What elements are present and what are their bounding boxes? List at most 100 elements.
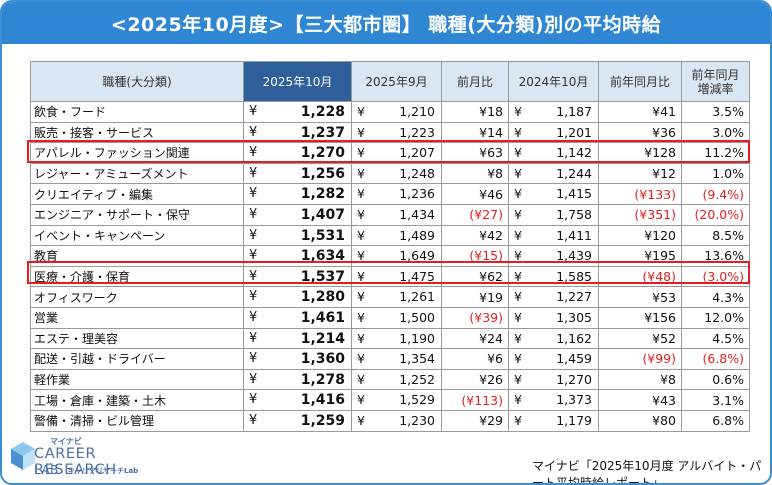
- sep2025-cell: ¥1,529: [351, 389, 442, 411]
- oct2025-cell-value: 1,278: [300, 371, 345, 388]
- yen-symbol: ¥: [249, 145, 258, 161]
- yen-symbol: ¥: [249, 392, 258, 408]
- col-header-yoy: 前年同月比: [598, 61, 682, 102]
- yoy-cell: ¥43: [598, 389, 682, 411]
- yen-symbol: ¥: [514, 268, 522, 284]
- yen-symbol: ¥: [357, 268, 365, 284]
- sep2025-cell: ¥1,475: [351, 265, 442, 288]
- table-row: 飲食・フード ¥1,228 ¥1,210 ¥18 ¥1,187 ¥41 3.5%: [30, 101, 750, 123]
- oct2025-cell-value: 1,360: [300, 351, 345, 368]
- oct2024-cell-value: 1,270: [556, 371, 592, 387]
- category-cell: アパレル・ファッション関連: [30, 142, 244, 164]
- yen-symbol: ¥: [357, 186, 365, 202]
- yen-symbol: ¥: [357, 124, 365, 140]
- oct2025-cell: ¥1,256: [243, 162, 352, 185]
- oct2024-cell: ¥1,201: [508, 121, 599, 144]
- oct2025-cell: ¥1,278: [243, 368, 352, 391]
- col-header-sep2025: 2025年9月: [351, 61, 442, 102]
- oct2024-cell: ¥1,415: [508, 183, 599, 205]
- logo-brand-main: CAREER RESEARCH: [34, 446, 117, 478]
- category-cell: 医療・介護・保育: [30, 265, 244, 288]
- oct2025-cell: ¥1,416: [243, 389, 352, 411]
- table-row: クリエイティブ・編集 ¥1,282 ¥1,236 ¥46 ¥1,415 (¥133) (9.…: [30, 183, 750, 205]
- yen-symbol: ¥: [514, 104, 522, 119]
- yoy-cell: ¥120: [598, 224, 682, 247]
- yen-symbol: ¥: [357, 104, 365, 119]
- yen-symbol: ¥: [514, 206, 522, 222]
- yoy-cell: ¥128: [598, 142, 682, 164]
- career-research-lab-logo: マイナビ CAREER RESEARCH LAB キャリアリサーチLab: [10, 435, 180, 479]
- mom-cell: (¥39): [441, 306, 509, 329]
- yen-symbol: ¥: [514, 124, 522, 140]
- yen-symbol: ¥: [357, 248, 365, 264]
- yoy-cell: ¥36: [598, 121, 682, 144]
- oct2025-cell: ¥1,280: [243, 286, 352, 308]
- oct2024-cell-value: 1,459: [556, 351, 592, 367]
- yoy-cell: ¥80: [598, 409, 682, 432]
- yen-symbol: ¥: [249, 351, 258, 367]
- oct2024-cell-value: 1,179: [556, 412, 592, 428]
- yen-symbol: ¥: [514, 145, 522, 161]
- yoy-cell: ¥8: [598, 368, 682, 391]
- oct2025-cell-value: 1,531: [300, 227, 345, 244]
- yen-symbol: ¥: [514, 412, 522, 428]
- mom-cell: (¥113): [441, 389, 509, 411]
- oct2025-cell: ¥1,228: [243, 101, 352, 123]
- col-header-oct2024: 2024年10月: [508, 61, 599, 102]
- table-row: 営業 ¥1,461 ¥1,500 (¥39) ¥1,305 ¥156 12.0%: [30, 306, 750, 329]
- col-header-mom: 前月比: [441, 61, 509, 102]
- oct2024-cell: ¥1,439: [508, 245, 599, 267]
- sep2025-cell-value: 1,500: [399, 309, 435, 325]
- mom-cell: ¥42: [441, 224, 509, 247]
- sep2025-cell: ¥1,649: [351, 245, 442, 267]
- source-citation: マイナビ「2025年10月度 アルバイト・パート平均時給レポート」: [532, 459, 762, 485]
- table-row: 医療・介護・保育 ¥1,537 ¥1,475 ¥62 ¥1,585 (¥48) (3.0%): [30, 265, 750, 288]
- yen-symbol: ¥: [514, 371, 522, 387]
- table-row: イベント・キャンペーン ¥1,531 ¥1,489 ¥42 ¥1,411 ¥120 8.5%: [30, 224, 750, 247]
- oct2025-cell: ¥1,531: [243, 224, 352, 247]
- yen-symbol: ¥: [357, 330, 365, 346]
- yoy-cell: ¥195: [598, 245, 682, 267]
- sep2025-cell-value: 1,261: [399, 289, 435, 305]
- logo-brand-lab: LAB: [34, 463, 59, 477]
- oct2024-cell: ¥1,411: [508, 224, 599, 247]
- sep2025-cell-value: 1,354: [399, 351, 435, 367]
- yoy-cell: (¥99): [598, 348, 682, 370]
- yoy-rate-cell: (20.0%): [681, 203, 750, 226]
- oct2025-cell-value: 1,256: [300, 165, 345, 182]
- yen-symbol: ¥: [357, 145, 365, 161]
- mom-cell: ¥29: [441, 409, 509, 432]
- yoy-rate-cell: 4.5%: [681, 327, 750, 350]
- oct2024-cell: ¥1,373: [508, 389, 599, 411]
- category-cell: 営業: [30, 306, 244, 329]
- sep2025-cell-value: 1,434: [399, 206, 435, 222]
- oct2025-cell-value: 1,259: [300, 412, 345, 429]
- oct2024-cell: ¥1,585: [508, 265, 599, 288]
- sep2025-cell: ¥1,230: [351, 409, 442, 432]
- sep2025-cell: ¥1,261: [351, 286, 442, 308]
- oct2025-cell: ¥1,282: [243, 183, 352, 205]
- yoy-rate-cell: (3.0%): [681, 265, 750, 288]
- oct2025-cell-value: 1,270: [300, 145, 345, 162]
- yoy-rate-cell: (9.4%): [681, 183, 750, 205]
- category-cell: 軽作業: [30, 368, 244, 391]
- oct2025-cell-value: 1,214: [300, 330, 345, 347]
- sep2025-cell-value: 1,236: [399, 186, 435, 202]
- category-cell: エステ・理美容: [30, 327, 244, 350]
- yen-symbol: ¥: [357, 392, 365, 408]
- table-row: レジャー・アミューズメント ¥1,256 ¥1,248 ¥8 ¥1,244 ¥12 1.0%: [30, 162, 750, 185]
- oct2024-cell: ¥1,459: [508, 348, 599, 370]
- oct2024-cell-value: 1,162: [556, 330, 592, 346]
- table-row: エステ・理美容 ¥1,214 ¥1,190 ¥24 ¥1,162 ¥52 4.5%: [30, 327, 750, 350]
- table-row: オフィスワーク ¥1,280 ¥1,261 ¥19 ¥1,227 ¥53 4.3%: [30, 286, 750, 308]
- yen-symbol: ¥: [249, 268, 258, 284]
- sep2025-cell-value: 1,223: [399, 124, 435, 140]
- yoy-rate-cell: 8.5%: [681, 224, 750, 247]
- category-cell: クリエイティブ・編集: [30, 183, 244, 205]
- yen-symbol: ¥: [514, 309, 522, 325]
- yoy-cell: (¥351): [598, 203, 682, 226]
- col-header-category: 職種(大分類): [30, 61, 244, 102]
- yoy-cell: ¥12: [598, 162, 682, 185]
- sep2025-cell-value: 1,210: [399, 104, 435, 119]
